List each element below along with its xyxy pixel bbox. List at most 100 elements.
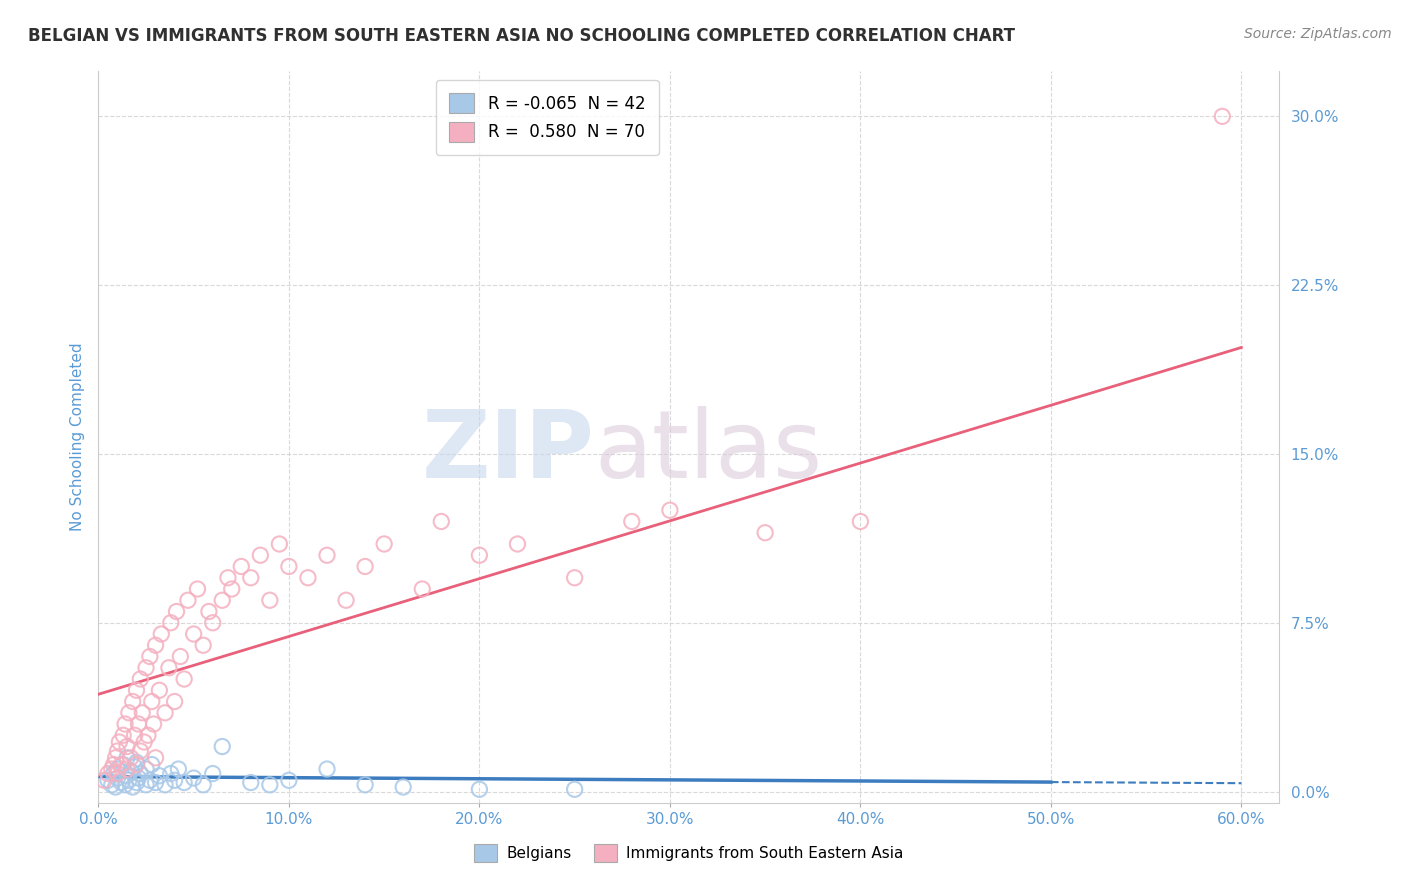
Point [277, 559, 299, 574]
Point [124, 728, 146, 742]
Point [239, 571, 262, 585]
Point [125, 757, 148, 772]
Legend: Belgians, Immigrants from South Eastern Asia: Belgians, Immigrants from South Eastern … [468, 838, 910, 868]
Point [139, 773, 162, 788]
Point [277, 773, 299, 788]
Point [118, 706, 141, 720]
Point [239, 775, 262, 789]
Point [112, 728, 135, 742]
Point [193, 778, 215, 792]
Point [127, 771, 149, 785]
Point [131, 706, 153, 720]
Point [177, 593, 200, 607]
Point [373, 537, 395, 551]
Point [259, 593, 281, 607]
Point [134, 735, 156, 749]
Point [153, 706, 176, 720]
Point [754, 525, 776, 540]
Point [97, 773, 120, 788]
Point [97, 766, 120, 780]
Point [141, 694, 163, 708]
Point [157, 661, 180, 675]
Point [316, 548, 339, 562]
Point [107, 744, 129, 758]
Point [100, 778, 122, 792]
Point [115, 762, 138, 776]
Point [135, 778, 157, 792]
Point [93, 773, 115, 788]
Point [135, 661, 157, 675]
Point [316, 762, 339, 776]
Point [100, 762, 122, 776]
Point [129, 744, 152, 758]
Point [120, 764, 142, 779]
Point [167, 762, 190, 776]
Point [104, 780, 127, 794]
Point [217, 571, 239, 585]
Point [121, 780, 143, 794]
Point [269, 537, 291, 551]
Point [124, 760, 146, 774]
Point [201, 766, 224, 780]
Point [104, 751, 127, 765]
Point [198, 605, 221, 619]
Point [153, 778, 176, 792]
Point [148, 769, 170, 783]
Text: Source: ZipAtlas.com: Source: ZipAtlas.com [1244, 27, 1392, 41]
Point [163, 694, 186, 708]
Point [564, 782, 586, 797]
Point [121, 694, 143, 708]
Point [107, 766, 129, 780]
Text: BELGIAN VS IMMIGRANTS FROM SOUTH EASTERN ASIA NO SCHOOLING COMPLETED CORRELATION: BELGIAN VS IMMIGRANTS FROM SOUTH EASTERN… [28, 27, 1015, 45]
Point [201, 615, 224, 630]
Point [150, 627, 173, 641]
Point [211, 739, 233, 754]
Point [129, 766, 152, 780]
Point [145, 751, 167, 765]
Point [173, 775, 195, 789]
Point [125, 683, 148, 698]
Point [145, 638, 167, 652]
Point [114, 778, 136, 792]
Point [1211, 109, 1233, 123]
Point [107, 762, 129, 776]
Point [142, 717, 165, 731]
Point [110, 757, 132, 772]
Point [849, 515, 872, 529]
Point [139, 649, 162, 664]
Point [335, 593, 357, 607]
Point [564, 571, 586, 585]
Y-axis label: No Schooling Completed: No Schooling Completed [69, 343, 84, 532]
Point [221, 582, 243, 596]
Point [163, 773, 186, 788]
Point [127, 717, 149, 731]
Point [620, 515, 643, 529]
Point [183, 771, 205, 785]
Point [129, 672, 152, 686]
Point [112, 757, 135, 772]
Point [136, 728, 159, 742]
Point [103, 757, 125, 772]
Point [231, 559, 253, 574]
Point [411, 582, 433, 596]
Text: atlas: atlas [595, 406, 823, 498]
Point [506, 537, 529, 551]
Point [468, 548, 491, 562]
Point [114, 717, 136, 731]
Point [125, 775, 148, 789]
Point [249, 548, 271, 562]
Point [392, 780, 415, 794]
Point [159, 615, 181, 630]
Point [103, 766, 125, 780]
Point [115, 751, 138, 765]
Point [141, 757, 163, 772]
Point [186, 582, 208, 596]
Point [166, 605, 188, 619]
Point [115, 769, 138, 783]
Point [118, 773, 141, 788]
Point [297, 571, 319, 585]
Point [120, 751, 142, 765]
Point [354, 778, 377, 792]
Text: ZIP: ZIP [422, 406, 595, 498]
Point [110, 775, 132, 789]
